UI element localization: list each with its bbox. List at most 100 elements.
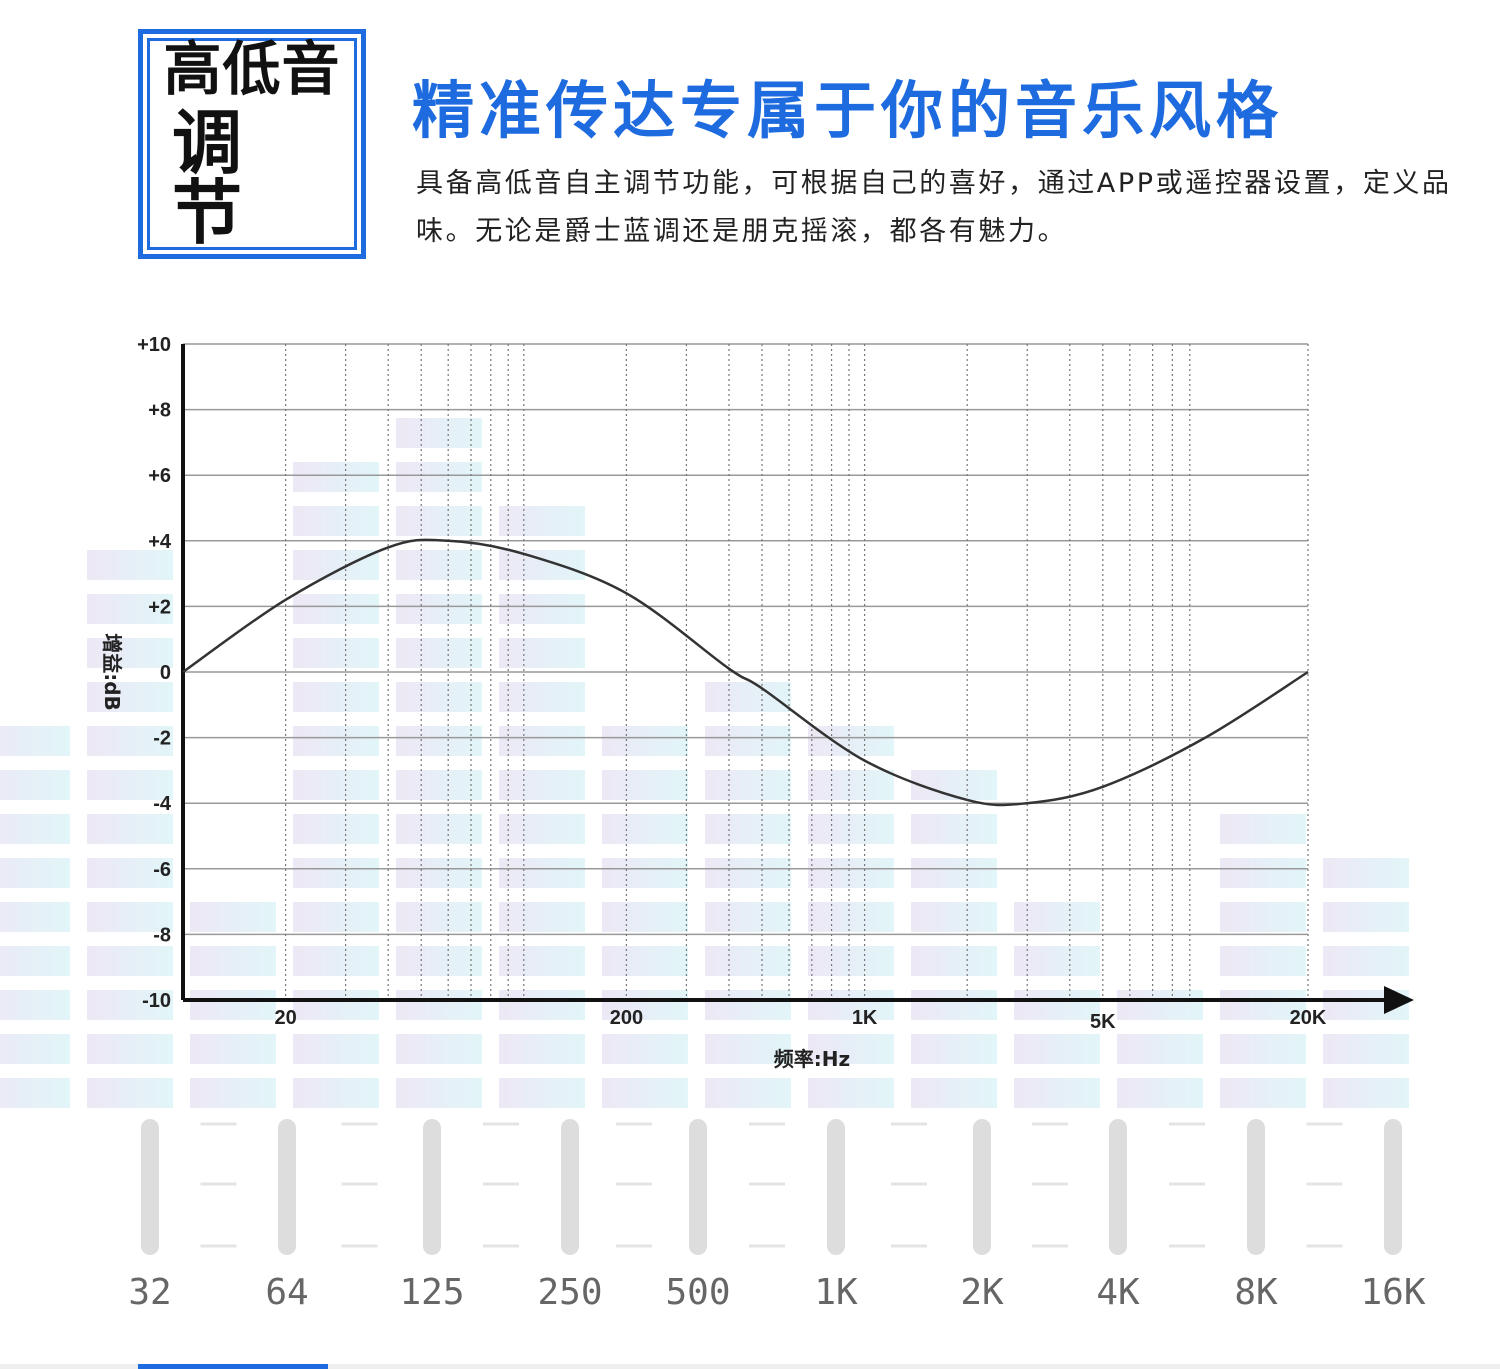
background-block bbox=[1323, 1078, 1409, 1108]
background-block bbox=[499, 990, 585, 1020]
background-block bbox=[87, 638, 173, 668]
background-block bbox=[396, 550, 482, 580]
background-block bbox=[396, 506, 482, 536]
background-block bbox=[0, 902, 70, 932]
background-block bbox=[705, 902, 791, 932]
background-block bbox=[499, 638, 585, 668]
background-block bbox=[87, 990, 173, 1020]
x-tick-labels: 20 200 1K 5K 20K bbox=[274, 1007, 1326, 1033]
background-block bbox=[396, 858, 482, 888]
background-block bbox=[293, 682, 379, 712]
band-label: 250 bbox=[537, 1272, 603, 1313]
band-label: 125 bbox=[399, 1272, 465, 1313]
description: 具备高低音自主调节功能，可根据自己的喜好，通过APP或遥控器设置，定义品味。无论… bbox=[416, 168, 1452, 247]
background-block bbox=[87, 682, 173, 712]
background-block bbox=[293, 550, 379, 580]
background-block bbox=[1323, 946, 1409, 976]
y-tick-label: +10 bbox=[137, 334, 171, 356]
background-block bbox=[602, 1034, 688, 1064]
background-block bbox=[602, 770, 688, 800]
background-block bbox=[499, 858, 585, 888]
y-axis-title: 增益:dB bbox=[100, 633, 124, 711]
background-block bbox=[602, 858, 688, 888]
background-block bbox=[293, 990, 379, 1020]
background-block bbox=[1220, 858, 1306, 888]
background-block bbox=[808, 814, 894, 844]
background-block bbox=[396, 1078, 482, 1108]
background-block bbox=[396, 682, 482, 712]
background-block bbox=[396, 814, 482, 844]
y-tick-label: -10 bbox=[142, 990, 171, 1012]
background-block bbox=[293, 770, 379, 800]
background-block bbox=[705, 1034, 791, 1064]
background-block bbox=[396, 638, 482, 668]
background-block bbox=[808, 770, 894, 800]
background-block bbox=[1117, 990, 1203, 1020]
background-block bbox=[1014, 990, 1100, 1020]
background-block bbox=[87, 814, 173, 844]
background-block bbox=[396, 726, 482, 756]
background-block bbox=[499, 1034, 585, 1064]
background-block bbox=[293, 506, 379, 536]
band-label: 4K bbox=[1096, 1272, 1140, 1313]
background-block bbox=[1220, 1034, 1306, 1064]
background-block bbox=[1014, 902, 1100, 932]
y-tick-label: -8 bbox=[153, 924, 171, 946]
band-label: 16K bbox=[1360, 1272, 1426, 1313]
background-block bbox=[396, 902, 482, 932]
band-label: 32 bbox=[128, 1272, 172, 1313]
background-block bbox=[293, 638, 379, 668]
x-tick-label: 200 bbox=[610, 1007, 643, 1029]
background-block bbox=[911, 990, 997, 1020]
chart-grid bbox=[183, 343, 1309, 1000]
background-block bbox=[190, 990, 276, 1020]
background-block bbox=[0, 770, 70, 800]
background-block bbox=[602, 946, 688, 976]
background-block bbox=[190, 1034, 276, 1064]
background-block bbox=[396, 990, 482, 1020]
x-axis-title: 频率:Hz bbox=[774, 1047, 850, 1071]
background-block bbox=[705, 990, 791, 1020]
background-block bbox=[87, 1034, 173, 1064]
background-block bbox=[808, 946, 894, 976]
background-block bbox=[602, 814, 688, 844]
background-block bbox=[808, 1034, 894, 1064]
background-block bbox=[808, 1078, 894, 1108]
background-block bbox=[499, 814, 585, 844]
background-block bbox=[499, 946, 585, 976]
background-block bbox=[1014, 1078, 1100, 1108]
background-block bbox=[705, 682, 791, 712]
background-block bbox=[0, 1034, 70, 1064]
background-block bbox=[0, 990, 70, 1020]
badge-line-1: 高低音 bbox=[163, 35, 341, 103]
y-tick-label: -6 bbox=[153, 859, 171, 881]
background-block bbox=[602, 726, 688, 756]
y-tick-label: -2 bbox=[153, 728, 171, 750]
background-block bbox=[1220, 990, 1306, 1020]
background-block bbox=[499, 506, 585, 536]
background-block bbox=[499, 770, 585, 800]
background-block bbox=[705, 1078, 791, 1108]
background-block bbox=[911, 858, 997, 888]
background-block bbox=[808, 902, 894, 932]
background-block bbox=[705, 946, 791, 976]
equalizer-slider-tracks bbox=[141, 1119, 1402, 1255]
background-block bbox=[87, 770, 173, 800]
background-block bbox=[911, 902, 997, 932]
x-tick-label: 1K bbox=[852, 1007, 878, 1029]
background-block bbox=[911, 946, 997, 976]
background-block bbox=[87, 858, 173, 888]
background-block bbox=[190, 1078, 276, 1108]
x-tick-label: 20K bbox=[1290, 1007, 1327, 1029]
y-tick-label: +8 bbox=[148, 400, 171, 422]
band-label: 8K bbox=[1234, 1272, 1278, 1313]
background-block bbox=[1014, 946, 1100, 976]
bottom-divider bbox=[0, 1364, 1500, 1369]
y-tick-label: -4 bbox=[153, 793, 172, 815]
band-label: 1K bbox=[814, 1272, 858, 1313]
background-block bbox=[1220, 1078, 1306, 1108]
background-block bbox=[293, 726, 379, 756]
band-label: 2K bbox=[960, 1272, 1004, 1313]
background-block bbox=[808, 726, 894, 756]
